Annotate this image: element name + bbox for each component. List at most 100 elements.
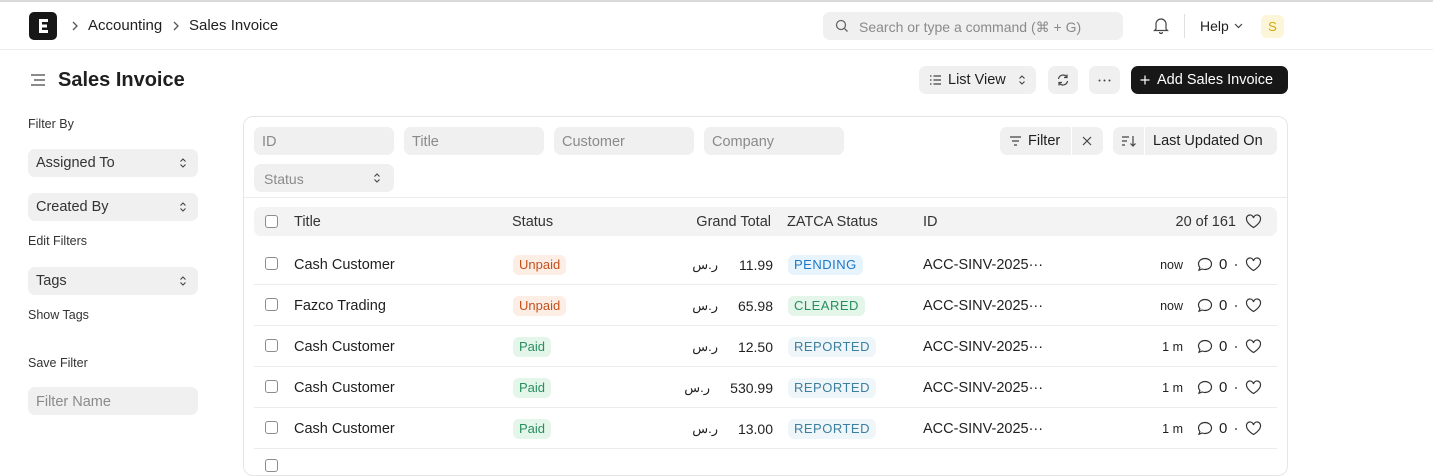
divider: [244, 197, 1287, 198]
column-header: Grand Total: [696, 214, 771, 230]
refresh-button[interactable]: [1048, 66, 1078, 94]
filter-name-input[interactable]: Filter Name: [28, 387, 198, 415]
row-divider: [254, 366, 1277, 367]
comment-count: 0: [1219, 297, 1228, 314]
filter-input[interactable]: Company: [704, 127, 844, 155]
status-filter[interactable]: Status: [254, 164, 394, 192]
comment-icon: [1197, 421, 1213, 436]
currency: ر.س: [692, 298, 718, 313]
status-pill: Paid: [513, 337, 552, 357]
status-pill: Unpaid: [513, 255, 567, 275]
currency: ر.س: [692, 339, 718, 354]
modified-time: 1 m: [1162, 340, 1183, 354]
modified-time: now: [1160, 258, 1183, 272]
like-icon[interactable]: [1245, 339, 1262, 354]
filter-select[interactable]: Created By: [28, 193, 198, 221]
row-title[interactable]: Fazco Trading: [294, 298, 386, 314]
notification-bell[interactable]: [1153, 17, 1169, 34]
like-icon[interactable]: [1245, 421, 1262, 436]
sidebar-link[interactable]: Show Tags: [28, 308, 89, 322]
placeholder: Customer: [562, 134, 625, 150]
select-label: Assigned To: [36, 155, 115, 171]
search-box[interactable]: Search or type a command (⌘ + G): [823, 12, 1123, 40]
sidebar-link[interactable]: Edit Filters: [28, 234, 88, 248]
dot: [1235, 387, 1237, 389]
row-title[interactable]: Cash Customer: [294, 421, 395, 437]
sort-button[interactable]: Last Updated On: [1113, 127, 1277, 155]
row-checkbox[interactable]: [265, 298, 278, 311]
breadcrumb[interactable]: Accounting: [88, 17, 163, 34]
filter-input[interactable]: Title: [404, 127, 544, 155]
row-checkbox[interactable]: [265, 421, 278, 434]
amount: 65.98: [737, 298, 773, 314]
modified-time: now: [1160, 299, 1183, 313]
like-icon[interactable]: [1245, 257, 1262, 272]
currency: ر.س: [684, 380, 710, 395]
select-all[interactable]: [265, 215, 278, 228]
zatca-pill: CLEARED: [788, 296, 865, 316]
help-menu[interactable]: Help: [1200, 18, 1229, 34]
dot: [1235, 264, 1237, 266]
zatca-pill: PENDING: [788, 255, 863, 275]
record-count: 20 of 161: [1175, 214, 1236, 230]
more-button[interactable]: [1089, 66, 1120, 94]
like-icon[interactable]: [1245, 214, 1262, 229]
row-checkbox[interactable]: [265, 339, 278, 352]
invoice-id: ACC-SINV-2025···: [923, 339, 1044, 355]
comment-icon: [1197, 380, 1213, 395]
zatca-pill: REPORTED: [788, 419, 876, 439]
select-label: Created By: [36, 199, 109, 215]
dot: [1235, 346, 1237, 348]
modified-time: 1 m: [1162, 381, 1183, 395]
caret: [1234, 23, 1243, 29]
view-label: List View: [948, 72, 1006, 88]
filter-input[interactable]: ID: [254, 127, 394, 155]
chevron: [72, 21, 78, 31]
breadcrumb[interactable]: Sales Invoice: [189, 17, 279, 34]
logo[interactable]: [29, 12, 57, 40]
filter-button[interactable]: Filter: [1000, 127, 1103, 155]
amount: 11.99: [739, 257, 773, 273]
row-title[interactable]: Cash Customer: [294, 380, 395, 396]
comment-icon: [1197, 257, 1213, 272]
sidebar-heading: Save Filter: [28, 356, 88, 370]
row-title[interactable]: Cash Customer: [294, 257, 395, 273]
column-header: Status: [512, 214, 554, 230]
view-switcher[interactable]: List View: [919, 66, 1036, 94]
row-checkbox[interactable]: [265, 380, 278, 393]
currency: ر.س: [692, 421, 718, 436]
row-title[interactable]: Cash Customer: [294, 339, 395, 355]
row-checkbox[interactable]: [265, 459, 278, 472]
add-button[interactable]: Add Sales Invoice: [1131, 66, 1288, 94]
invoice-id: ACC-SINV-2025···: [923, 421, 1044, 437]
filter-input[interactable]: Customer: [554, 127, 694, 155]
zatca-pill: REPORTED: [788, 337, 876, 357]
tags-label: Tags: [36, 273, 67, 289]
row-checkbox[interactable]: [265, 257, 278, 270]
placeholder: ID: [262, 134, 277, 150]
comment-count: 0: [1219, 420, 1228, 437]
tags-select[interactable]: Tags: [28, 267, 198, 295]
like-icon[interactable]: [1245, 298, 1262, 313]
placeholder: Filter Name: [36, 394, 111, 410]
navbar-border: [0, 49, 1433, 50]
column-header: Title: [294, 214, 321, 230]
dot: [1235, 428, 1237, 430]
sidebar-heading: Filter By: [28, 117, 74, 131]
comment-icon: [1197, 339, 1213, 354]
filter-select[interactable]: Assigned To: [28, 149, 198, 177]
avatar[interactable]: S: [1261, 15, 1284, 38]
currency: ر.س: [692, 257, 718, 272]
separator: [1184, 14, 1185, 38]
row-divider: [254, 284, 1277, 285]
chevron: [173, 21, 179, 31]
comment-icon: [1197, 298, 1213, 313]
filter-label: Filter: [1028, 133, 1061, 149]
like-icon[interactable]: [1245, 380, 1262, 395]
invoice-id: ACC-SINV-2025···: [923, 257, 1044, 273]
search-placeholder: Search or type a command (⌘ + G): [859, 19, 1082, 35]
row-divider: [254, 325, 1277, 326]
sidebar-toggle[interactable]: [30, 73, 46, 87]
status-pill: Paid: [513, 419, 552, 439]
